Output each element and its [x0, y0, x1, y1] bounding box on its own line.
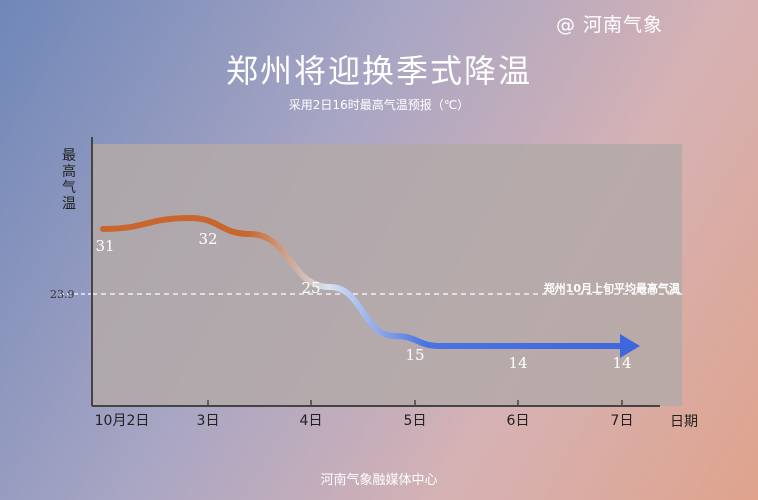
series-group — [100, 214, 640, 358]
data-label: 31 — [95, 237, 114, 255]
data-labels-group: 31 32 25 15 14 14 — [95, 230, 631, 372]
data-label: 14 — [508, 354, 527, 372]
data-label: 32 — [198, 230, 217, 248]
chart-subtitle: 采用2日16时最高气温预报（℃） — [288, 98, 470, 112]
chart-title: 郑州将迎换季式降温 — [225, 52, 532, 90]
series-line — [100, 214, 625, 350]
x-tick-label: 4日 — [300, 413, 323, 429]
data-label: 15 — [405, 346, 424, 364]
reference-tick-label: 23.9 — [50, 288, 75, 301]
x-tick-label: 10月2日 — [95, 413, 150, 429]
y-axis-title: 最高气温 — [62, 148, 76, 212]
data-label: 25 — [301, 279, 320, 297]
data-label: 14 — [612, 354, 631, 372]
watermark: @ 河南气象 — [556, 14, 664, 36]
reference-line-label: 郑州10月上旬平均最高气温 — [544, 281, 680, 295]
x-axis-title: 日期 — [670, 414, 698, 430]
plot-area — [92, 144, 682, 406]
reference-line-group: 23.9 郑州10月上旬平均最高气温 — [50, 281, 682, 301]
x-tick-label: 5日 — [404, 413, 427, 429]
x-tick-label: 3日 — [197, 413, 220, 429]
x-tick-label: 6日 — [507, 413, 530, 429]
series-arrowhead — [620, 334, 640, 358]
x-tick-label: 7日 — [611, 413, 634, 429]
footer-credit: 河南气象融媒体中心 — [320, 473, 438, 488]
x-ticks-group: 10月2日 3日 4日 5日 6日 7日 — [91, 400, 634, 429]
